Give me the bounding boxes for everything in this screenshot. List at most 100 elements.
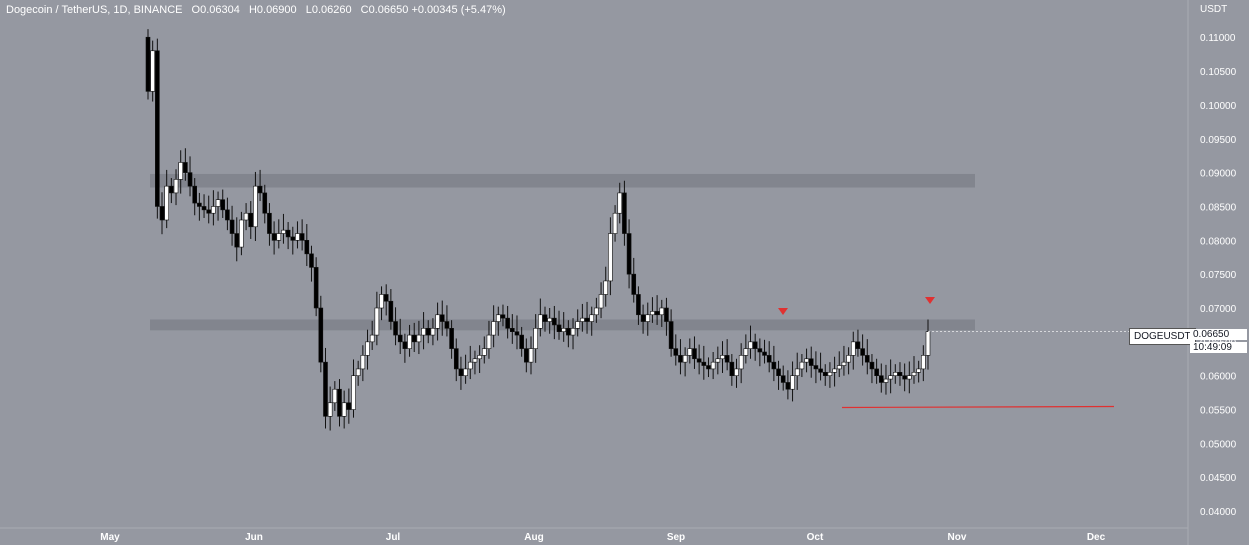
candle-body bbox=[701, 361, 707, 366]
candle-body bbox=[477, 355, 482, 360]
candle-body bbox=[500, 314, 506, 319]
candle-body bbox=[846, 355, 851, 363]
candle-body bbox=[743, 348, 749, 356]
candle-body bbox=[556, 324, 562, 332]
candle-body bbox=[734, 368, 739, 376]
candle-body bbox=[659, 307, 665, 316]
resistance-zone bbox=[150, 173, 975, 188]
candle-body bbox=[435, 314, 440, 329]
candle-body bbox=[397, 334, 403, 343]
candle-body bbox=[187, 172, 193, 187]
y-tick-label: 0.05000 bbox=[1200, 439, 1237, 450]
candle-body bbox=[211, 206, 216, 214]
x-tick-label: Oct bbox=[807, 532, 824, 543]
candle-body bbox=[832, 368, 837, 373]
candle-body bbox=[467, 361, 473, 370]
candle-body bbox=[883, 378, 889, 383]
candle-body bbox=[664, 307, 669, 322]
candle-body bbox=[201, 206, 207, 211]
candle-body bbox=[696, 358, 702, 363]
candle-body bbox=[566, 328, 571, 336]
legend-symbol: Dogecoin / TetherUS, 1D, BINANCE bbox=[6, 4, 183, 16]
candle-body bbox=[510, 328, 515, 332]
candle-body bbox=[495, 314, 501, 322]
candle-body bbox=[155, 50, 160, 207]
y-tick-label: 0.07000 bbox=[1200, 304, 1237, 315]
candle-body bbox=[762, 351, 767, 356]
candle-body bbox=[197, 202, 202, 207]
rejection-marker-icon bbox=[778, 308, 788, 315]
rejection-marker-icon bbox=[925, 297, 935, 304]
candle-body bbox=[617, 192, 623, 214]
candle-body bbox=[561, 328, 566, 332]
candle-body bbox=[547, 317, 552, 322]
legend-close: 0.06650 bbox=[368, 4, 409, 16]
candle-body bbox=[388, 300, 394, 322]
candle-body bbox=[570, 328, 576, 336]
candle-body bbox=[159, 206, 165, 221]
candle-body bbox=[514, 331, 520, 336]
candle-body bbox=[878, 375, 884, 383]
candle-body bbox=[453, 348, 459, 370]
y-tick-label: 0.09500 bbox=[1200, 135, 1237, 146]
candle-body bbox=[580, 317, 585, 322]
candle-body bbox=[897, 372, 903, 376]
candle-body bbox=[229, 219, 235, 234]
candle-body bbox=[206, 209, 212, 214]
x-tick-label: Dec bbox=[1087, 532, 1106, 543]
price-axis-unit: USDT bbox=[1200, 4, 1228, 15]
candle-body bbox=[411, 334, 417, 343]
y-tick-label: 0.05500 bbox=[1200, 406, 1237, 417]
y-tick-label: 0.06000 bbox=[1200, 372, 1237, 383]
candle-body bbox=[519, 334, 524, 349]
candle-body bbox=[860, 348, 865, 356]
candle-body bbox=[748, 341, 753, 349]
candle-body bbox=[225, 209, 230, 221]
candle-body bbox=[365, 341, 370, 356]
candle-body bbox=[575, 321, 581, 329]
legend-low-label: L bbox=[305, 4, 312, 16]
candle-body bbox=[318, 307, 324, 363]
candle-body bbox=[752, 341, 758, 349]
candle-body bbox=[631, 273, 637, 295]
candle-body bbox=[907, 375, 912, 380]
candle-body bbox=[622, 192, 627, 234]
candle-body bbox=[169, 185, 174, 194]
legend-open-label: O bbox=[191, 4, 201, 16]
candle-body bbox=[346, 402, 352, 410]
candle-body bbox=[841, 361, 847, 366]
candle-body bbox=[808, 358, 814, 366]
candle-body bbox=[421, 328, 426, 336]
candle-body bbox=[486, 334, 492, 349]
candle-body bbox=[757, 348, 763, 353]
y-tick-label: 0.07500 bbox=[1200, 270, 1237, 281]
candle-body bbox=[416, 334, 422, 343]
candle-body bbox=[290, 236, 296, 241]
candle-body bbox=[626, 233, 632, 275]
countdown-label: 10:49:09 bbox=[1190, 342, 1247, 353]
x-tick-label: May bbox=[100, 532, 120, 543]
candle-body bbox=[393, 321, 398, 336]
candle-body bbox=[299, 233, 305, 241]
candle-body bbox=[678, 355, 683, 363]
candle-body bbox=[267, 212, 272, 234]
candle-body bbox=[710, 361, 716, 370]
x-tick-label: Jun bbox=[245, 532, 263, 543]
candle-body bbox=[855, 341, 861, 349]
candle-body bbox=[374, 307, 380, 336]
candle-body bbox=[603, 280, 609, 295]
candle-body bbox=[173, 179, 179, 194]
y-tick-label: 0.10000 bbox=[1200, 101, 1237, 112]
y-tick-label: 0.10500 bbox=[1200, 67, 1237, 78]
candle-body bbox=[533, 328, 538, 349]
candle-body bbox=[715, 358, 721, 363]
candle-body bbox=[692, 348, 697, 360]
candle-body bbox=[463, 368, 468, 376]
last-price-label: 0.06650 bbox=[1190, 329, 1247, 340]
candle-body bbox=[822, 372, 828, 376]
candle-body bbox=[192, 185, 198, 204]
candle-body bbox=[687, 348, 693, 356]
candle-body bbox=[234, 233, 240, 248]
candle-body bbox=[813, 365, 819, 370]
